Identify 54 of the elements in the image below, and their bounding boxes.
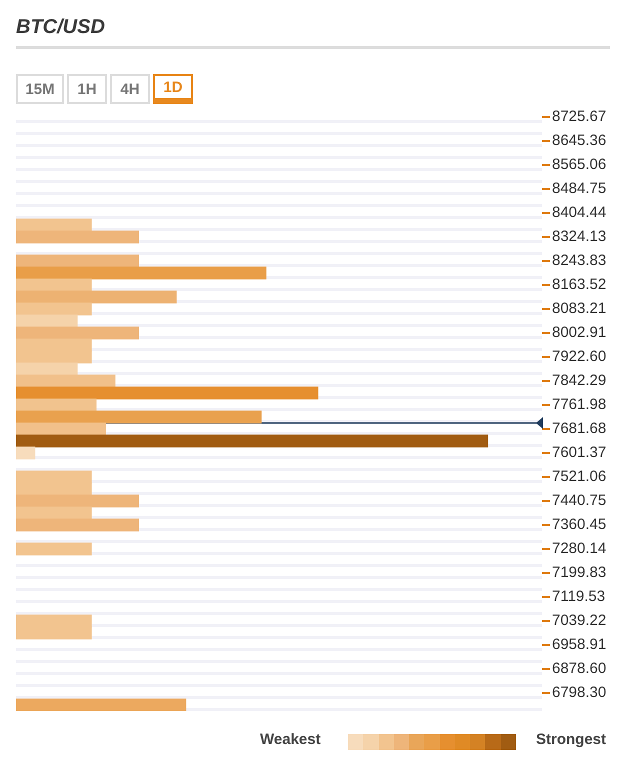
y-tick-label: 8002.91 xyxy=(552,324,606,342)
bar xyxy=(16,266,266,280)
text: 1D xyxy=(153,74,193,104)
bar xyxy=(16,434,488,448)
text: Strongest xyxy=(536,731,606,748)
bar xyxy=(16,302,92,316)
bar xyxy=(16,230,139,244)
bar xyxy=(16,422,106,436)
y-tick-label: 8404.44 xyxy=(552,204,606,222)
bar xyxy=(16,698,186,711)
bar xyxy=(16,290,177,304)
y-tick-label: 7440.75 xyxy=(552,492,606,510)
y-tick-label: 6958.91 xyxy=(552,636,606,654)
y-tick-label: 7922.60 xyxy=(552,348,606,366)
bar xyxy=(16,506,92,520)
y-tick-label: 7119.53 xyxy=(552,588,606,606)
y-tick-label: 7601.37 xyxy=(552,444,606,462)
bar xyxy=(16,410,262,424)
text: Weakest xyxy=(260,731,321,748)
bar xyxy=(16,278,92,292)
y-tick-label: 7521.06 xyxy=(552,468,606,486)
text: 1H xyxy=(67,74,107,104)
y-tick-label: 7280.14 xyxy=(552,540,606,558)
bar xyxy=(16,254,139,268)
y-tick-label: 7842.29 xyxy=(552,372,606,390)
bar xyxy=(16,218,92,232)
text: 4H xyxy=(110,74,150,104)
y-tick-label: 8645.36 xyxy=(552,132,606,150)
y-tick-label: 6878.60 xyxy=(552,660,606,678)
bar xyxy=(16,326,139,340)
bar xyxy=(16,518,139,532)
bar xyxy=(16,386,318,400)
y-tick-label: 7681.68 xyxy=(552,420,606,438)
y-tick-label: 6798.30 xyxy=(552,684,606,702)
bar xyxy=(16,374,116,388)
chart-title: BTC/USD xyxy=(16,16,105,39)
bar xyxy=(16,398,97,412)
y-tick-label: 8725.67 xyxy=(552,108,606,126)
y-tick-label: 8484.75 xyxy=(552,180,606,198)
y-tick-label: 8565.06 xyxy=(552,156,606,174)
y-tick-label: 7199.83 xyxy=(552,564,606,582)
y-tick-label: 8083.21 xyxy=(552,300,606,318)
y-tick-label: 7761.98 xyxy=(552,396,606,414)
y-tick-label: 8243.83 xyxy=(552,252,606,270)
bar xyxy=(16,494,139,508)
bar xyxy=(16,362,78,376)
y-tick-label: 7360.45 xyxy=(552,516,606,534)
bar xyxy=(16,314,78,328)
y-tick-label: 8324.13 xyxy=(552,228,606,246)
y-tick-label: 7039.22 xyxy=(552,612,606,630)
bar xyxy=(16,446,36,460)
y-tick-label: 8163.52 xyxy=(552,276,606,294)
text: 15M xyxy=(16,74,64,104)
bar xyxy=(16,542,92,556)
